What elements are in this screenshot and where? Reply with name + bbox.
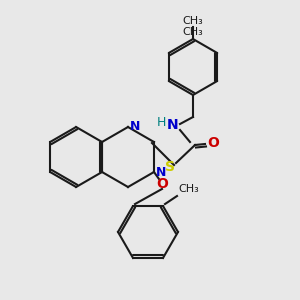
Text: S: S (165, 160, 175, 174)
Text: H: H (157, 116, 166, 130)
Text: CH₃: CH₃ (183, 27, 203, 37)
Text: CH₃: CH₃ (183, 16, 203, 26)
Text: N: N (130, 121, 140, 134)
Text: CH₃: CH₃ (178, 184, 199, 194)
Text: N: N (167, 118, 179, 132)
Text: N: N (156, 166, 166, 178)
Text: O: O (207, 136, 219, 150)
Text: O: O (156, 177, 168, 191)
